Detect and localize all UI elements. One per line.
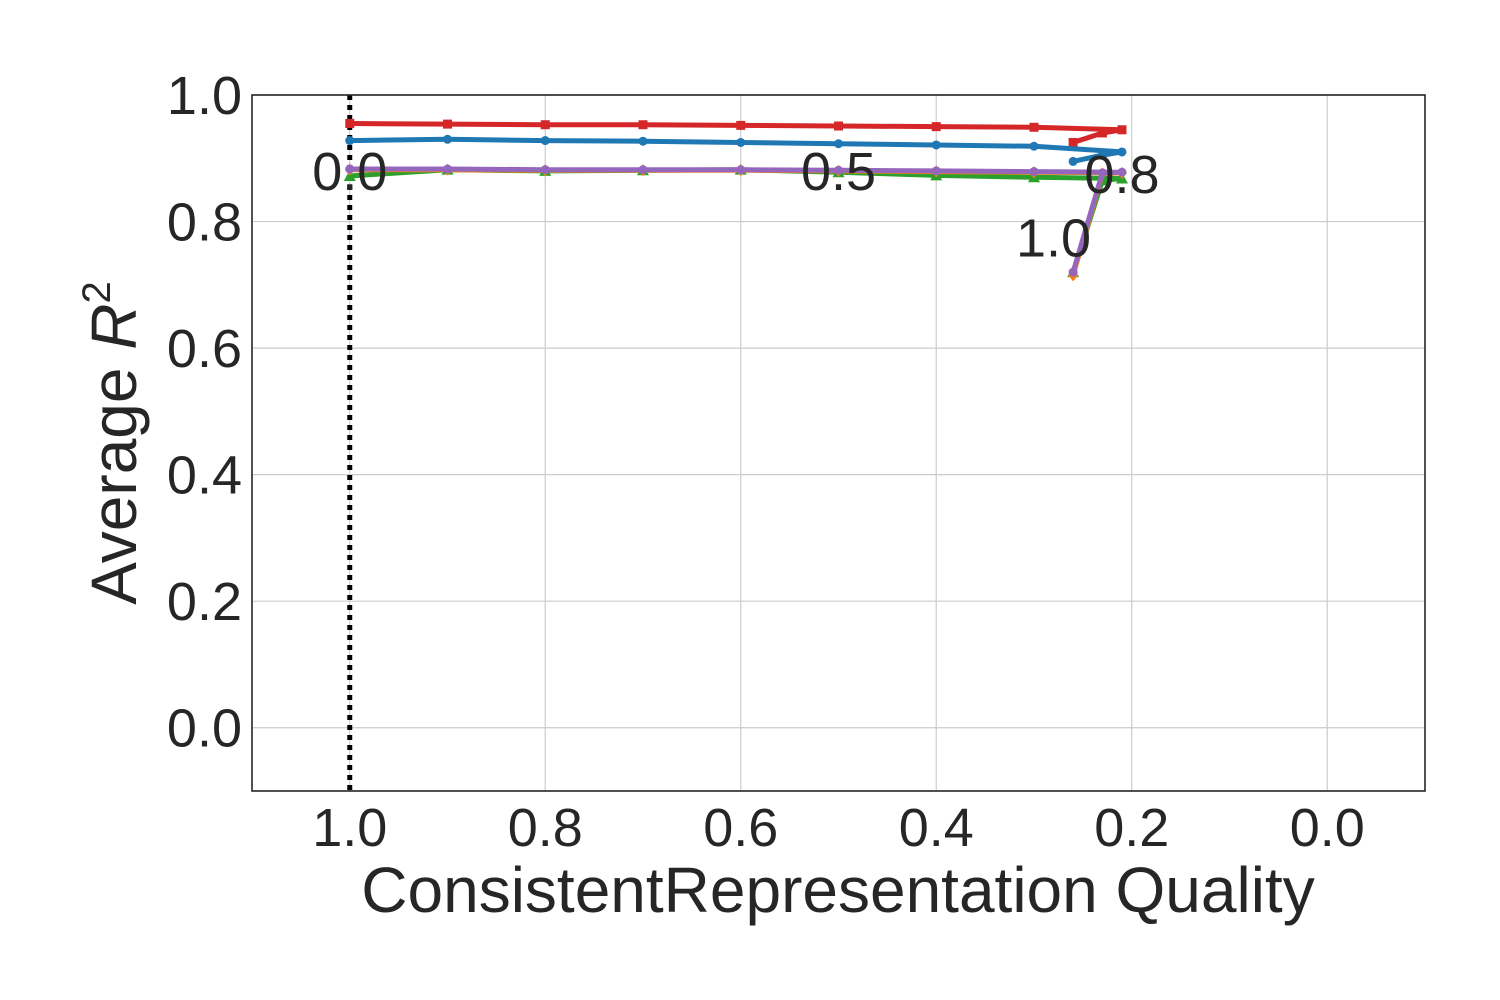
data-point	[736, 120, 746, 130]
data-point	[736, 165, 746, 175]
plot-frame	[251, 94, 1426, 792]
data-point	[540, 120, 550, 130]
data-point	[638, 136, 648, 146]
annotation-label: 0.8	[1084, 145, 1159, 205]
data-point	[1068, 137, 1078, 147]
data-point	[1068, 267, 1078, 277]
y-tick-label: 0.4	[167, 446, 242, 506]
data-point	[1029, 122, 1039, 132]
grid	[252, 94, 1425, 791]
x-tick-label: 0.4	[899, 798, 974, 858]
data-point	[1029, 141, 1039, 151]
data-point	[1097, 168, 1107, 178]
y-tick-label: 0.6	[167, 319, 242, 379]
y-tick-label: 0.2	[167, 572, 242, 632]
data-point	[834, 165, 843, 175]
y-axis-title: Average R2	[75, 281, 150, 604]
x-tick-label: 0.6	[703, 798, 778, 858]
data-point	[1117, 125, 1127, 135]
data-point	[1029, 167, 1039, 177]
data-point	[540, 136, 550, 146]
y-axis-title-prefix: Average	[78, 350, 150, 605]
data-point	[931, 140, 941, 150]
data-point	[443, 119, 452, 129]
annotation-label: 1.0	[1016, 208, 1091, 268]
data-point	[638, 120, 648, 130]
data-point	[345, 164, 355, 174]
y-tick-label: 1.0	[167, 66, 242, 126]
x-axis-title: ConsistentRepresentation Quality	[361, 854, 1314, 926]
y-tick-label: 0.0	[167, 699, 242, 759]
x-tick-label: 0.8	[508, 798, 583, 858]
y-axis-title-sup: 2	[75, 281, 119, 303]
x-tick-label: 1.0	[312, 798, 387, 858]
data-point	[736, 137, 746, 147]
x-tick-label: 0.0	[1290, 798, 1365, 858]
data-point	[1097, 150, 1107, 160]
data-point	[834, 139, 843, 149]
data-point	[443, 164, 452, 174]
data-point	[1097, 128, 1107, 138]
y-axis-title-var: R	[78, 304, 150, 350]
data-point	[540, 165, 550, 175]
annotation-label: 0.0	[312, 142, 387, 202]
data-point	[638, 165, 648, 175]
annotation-label: 0.5	[801, 142, 876, 202]
data-point	[931, 166, 941, 176]
plot-area	[343, 95, 1128, 791]
x-tick-label: 0.2	[1094, 798, 1169, 858]
y-tick-label: 0.8	[167, 193, 242, 253]
data-point	[1117, 147, 1127, 157]
data-point	[931, 122, 941, 132]
data-point	[1117, 167, 1127, 177]
tick-labels: 1.0 0.8 0.6 0.4 0.2 0.00.00.20.40.60.81.0	[167, 66, 1365, 858]
annotations: 0.0 0.5 0.81.0	[312, 142, 1159, 268]
data-point	[1068, 156, 1078, 166]
data-point	[345, 136, 355, 146]
data-point	[834, 121, 843, 131]
data-point	[345, 118, 355, 128]
data-point	[443, 134, 452, 144]
